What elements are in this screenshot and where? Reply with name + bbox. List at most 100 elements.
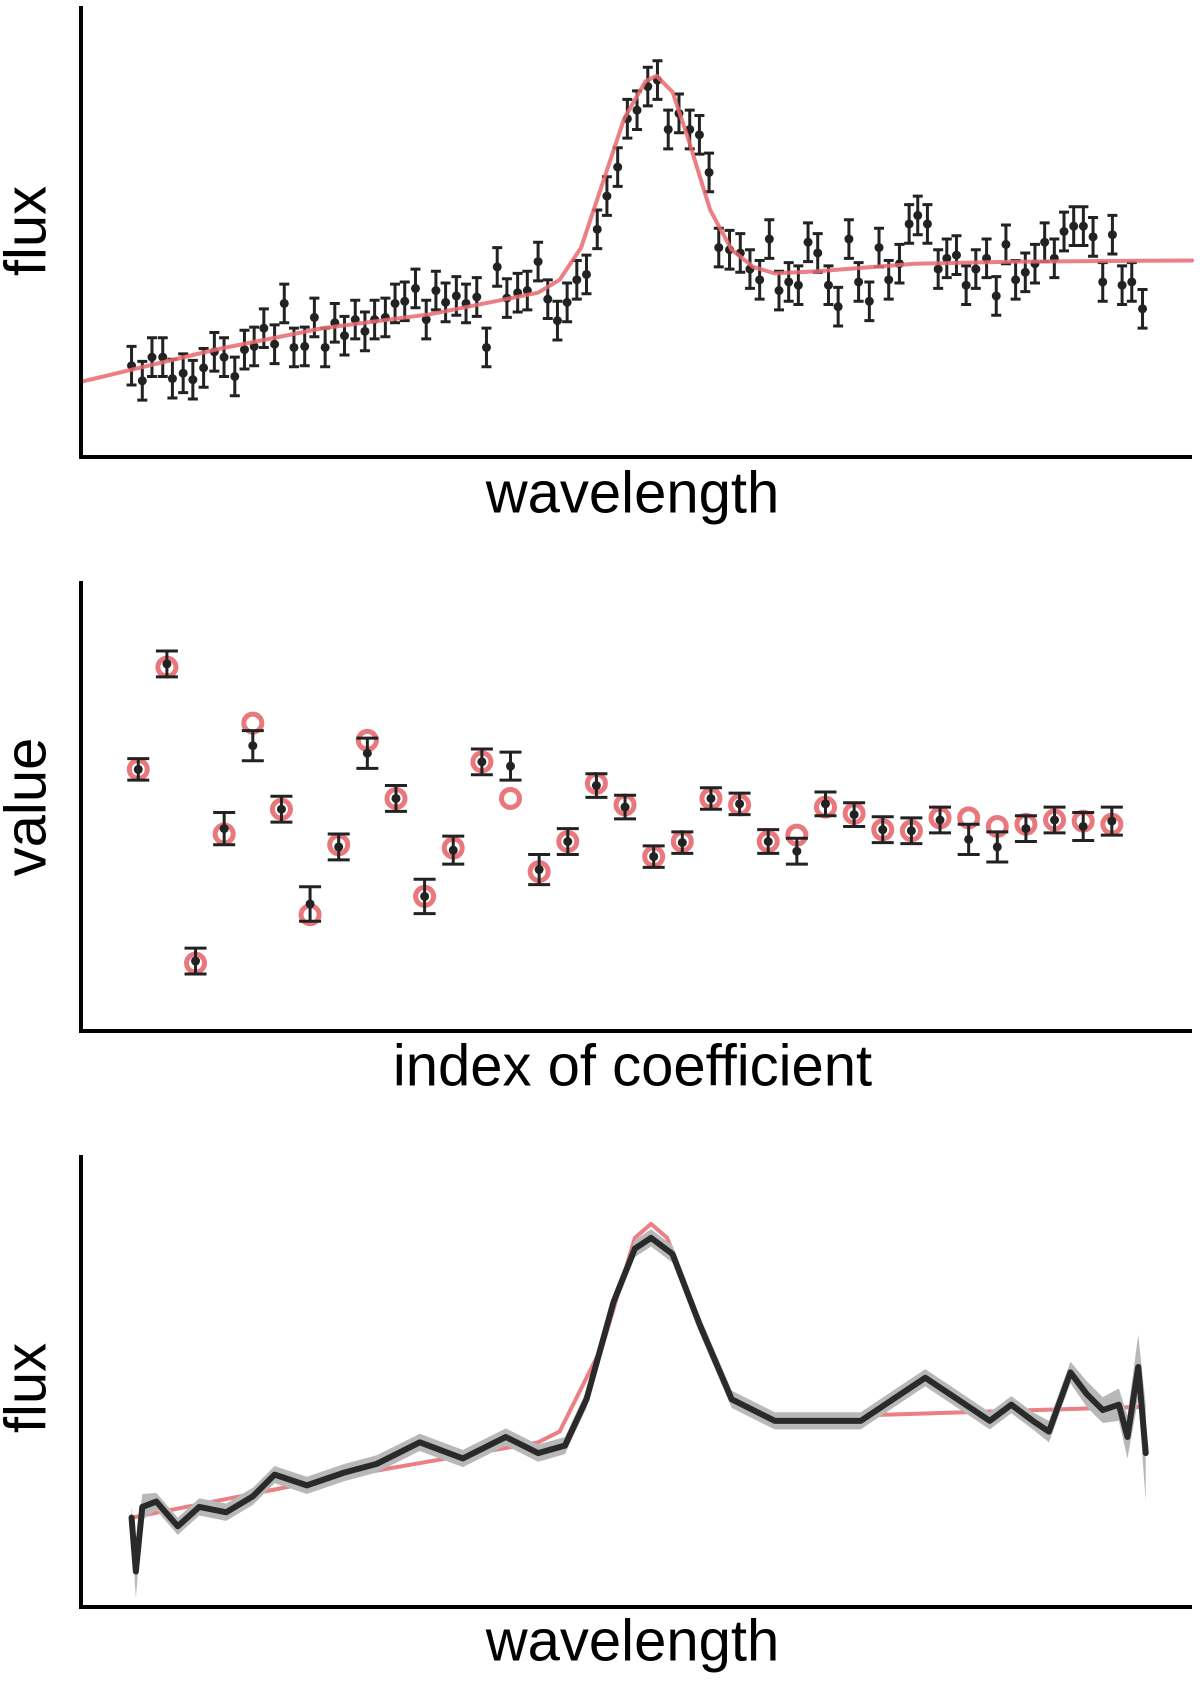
point [431, 286, 441, 296]
point [792, 846, 802, 856]
point [421, 315, 431, 325]
point [289, 342, 299, 352]
point [1117, 280, 1127, 290]
point [581, 269, 591, 279]
point [334, 842, 344, 852]
point [844, 234, 854, 244]
point [755, 275, 765, 285]
point [942, 253, 952, 263]
point [1040, 237, 1050, 247]
point [1098, 277, 1108, 287]
point [248, 741, 258, 751]
point [922, 219, 932, 229]
point [1021, 824, 1031, 834]
point [279, 298, 289, 308]
point [694, 130, 704, 140]
point [400, 296, 410, 306]
point [492, 262, 502, 272]
point [391, 793, 401, 803]
point [833, 302, 843, 312]
point [472, 292, 482, 302]
point [774, 286, 784, 296]
point [158, 352, 168, 362]
point [451, 291, 461, 301]
point [714, 243, 724, 253]
point [764, 234, 774, 244]
point [219, 352, 229, 362]
point [961, 280, 971, 290]
point [992, 842, 1002, 852]
point [219, 824, 229, 834]
point [481, 342, 491, 352]
point [704, 167, 714, 177]
point [913, 210, 923, 220]
point [735, 799, 745, 809]
point [906, 826, 916, 836]
point [191, 956, 201, 966]
point [534, 865, 544, 875]
point [649, 852, 659, 862]
panel: index of coefficient value [0, 581, 1192, 1098]
point [133, 764, 143, 774]
point [1107, 230, 1117, 240]
point [300, 341, 310, 351]
point [706, 793, 716, 803]
point [1020, 267, 1030, 277]
y-axis-label: flux [0, 186, 58, 276]
point [199, 363, 209, 373]
x-axis-label: index of coefficient [393, 1033, 872, 1098]
point [878, 825, 888, 835]
point [1001, 239, 1011, 249]
point [1059, 227, 1069, 236]
point [864, 296, 874, 306]
point [147, 352, 157, 362]
point [784, 277, 794, 287]
point [613, 162, 623, 172]
point [362, 748, 372, 758]
point [620, 802, 630, 812]
point [1107, 816, 1117, 826]
point [1011, 275, 1021, 285]
point [935, 815, 945, 825]
point [420, 891, 430, 901]
line [79, 73, 1194, 384]
point [410, 283, 420, 293]
point [230, 371, 240, 381]
point [632, 105, 642, 115]
point [904, 219, 914, 229]
point [1078, 221, 1088, 231]
point [188, 375, 198, 385]
point [259, 323, 269, 333]
x-axis-label: wavelength [485, 460, 779, 525]
point [1078, 821, 1088, 831]
point [1138, 304, 1148, 314]
point [854, 277, 864, 287]
panel: wavelength flux [0, 1155, 1192, 1673]
point [1127, 277, 1137, 287]
point [360, 326, 370, 336]
point [320, 342, 330, 352]
point [239, 345, 249, 355]
point [305, 899, 315, 909]
point [552, 316, 562, 326]
point [543, 294, 553, 304]
point [562, 297, 572, 307]
point [964, 834, 974, 844]
point [874, 243, 884, 253]
point [1050, 815, 1060, 825]
point [563, 837, 573, 847]
point [448, 845, 458, 855]
point [441, 297, 451, 307]
axes [79, 581, 1192, 1033]
point [477, 757, 487, 767]
point [162, 659, 172, 669]
point [803, 237, 813, 247]
point [591, 781, 601, 791]
point [793, 280, 803, 290]
point [823, 280, 833, 290]
point [167, 374, 177, 384]
point [137, 376, 147, 386]
panel: wavelength flux [0, 6, 1194, 525]
point [933, 264, 943, 274]
point [820, 799, 830, 809]
